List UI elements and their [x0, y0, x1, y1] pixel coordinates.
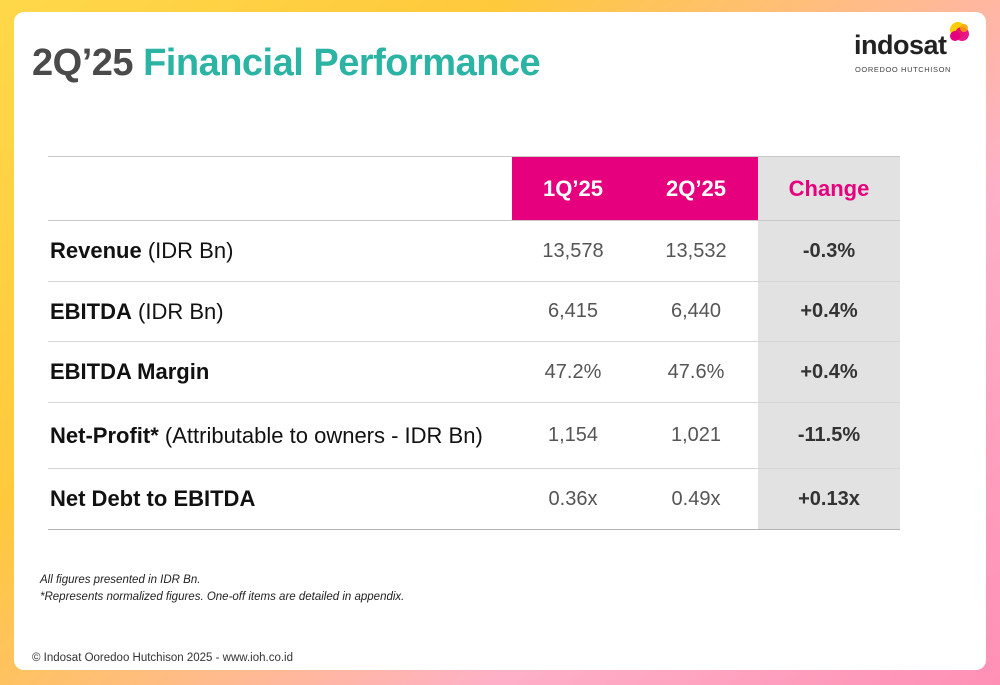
- header-change: Change: [758, 156, 900, 221]
- cell-change: +0.4%: [758, 281, 900, 342]
- cell-change: +0.13x: [758, 468, 900, 530]
- header-2q25: 2Q’25: [634, 156, 758, 221]
- cell-2q25: 13,532: [634, 220, 758, 282]
- copyright-footer: © Indosat Ooredoo Hutchison 2025 - www.i…: [32, 652, 293, 664]
- cell-1q25: 47.2%: [512, 341, 634, 403]
- logo-wordmark: indosat: [854, 30, 947, 60]
- financial-table: 1Q’25 2Q’25 Change Revenue (IDR Bn) 13,5…: [48, 156, 900, 530]
- cell-1q25: 6,415: [512, 281, 634, 342]
- cell-2q25: 1,021: [634, 402, 758, 469]
- table-row-net-profit: Net-Profit* (Attributable to owners - ID…: [48, 402, 900, 469]
- title-period: 2Q’25: [32, 42, 134, 84]
- footnote-figures: All figures presented in IDR Bn.: [40, 574, 201, 586]
- table-row-ebitda-margin: EBITDA Margin 47.2% 47.6% +0.4%: [48, 341, 900, 403]
- table-row-revenue: Revenue (IDR Bn) 13,578 13,532 -0.3%: [48, 220, 900, 282]
- cell-1q25: 13,578: [512, 220, 634, 282]
- row-label: EBITDA Margin: [48, 341, 512, 403]
- table-header-row: 1Q’25 2Q’25 Change: [48, 156, 900, 221]
- cell-change: +0.4%: [758, 341, 900, 403]
- cell-2q25: 0.49x: [634, 468, 758, 530]
- header-metric: [48, 156, 512, 221]
- row-label: EBITDA (IDR Bn): [48, 281, 512, 342]
- page-title: 2Q’25 Financial Performance: [32, 42, 541, 85]
- table-row-net-debt: Net Debt to EBITDA 0.36x 0.49x +0.13x: [48, 468, 900, 530]
- row-label: Net Debt to EBITDA: [48, 468, 512, 530]
- cell-change: -0.3%: [758, 220, 900, 282]
- cell-2q25: 6,440: [634, 281, 758, 342]
- logo-dots-icon: [950, 22, 969, 41]
- cell-1q25: 0.36x: [512, 468, 634, 530]
- footnote-normalized: *Represents normalized figures. One-off …: [40, 591, 405, 603]
- table-row-ebitda: EBITDA (IDR Bn) 6,415 6,440 +0.4%: [48, 281, 900, 342]
- cell-1q25: 1,154: [512, 402, 634, 469]
- row-label: Revenue (IDR Bn): [48, 220, 512, 282]
- cell-2q25: 47.6%: [634, 341, 758, 403]
- indosat-logo: indosat OOREDOO HUTCHISON: [854, 20, 974, 80]
- title-text: Financial Performance: [143, 42, 541, 84]
- cell-change: -11.5%: [758, 402, 900, 469]
- slide: 2Q’25 Financial Performance indosat OORE…: [14, 12, 986, 670]
- logo-subtitle: OOREDOO HUTCHISON: [855, 65, 952, 74]
- row-label: Net-Profit* (Attributable to owners - ID…: [48, 402, 512, 469]
- header-1q25: 1Q’25: [512, 156, 634, 221]
